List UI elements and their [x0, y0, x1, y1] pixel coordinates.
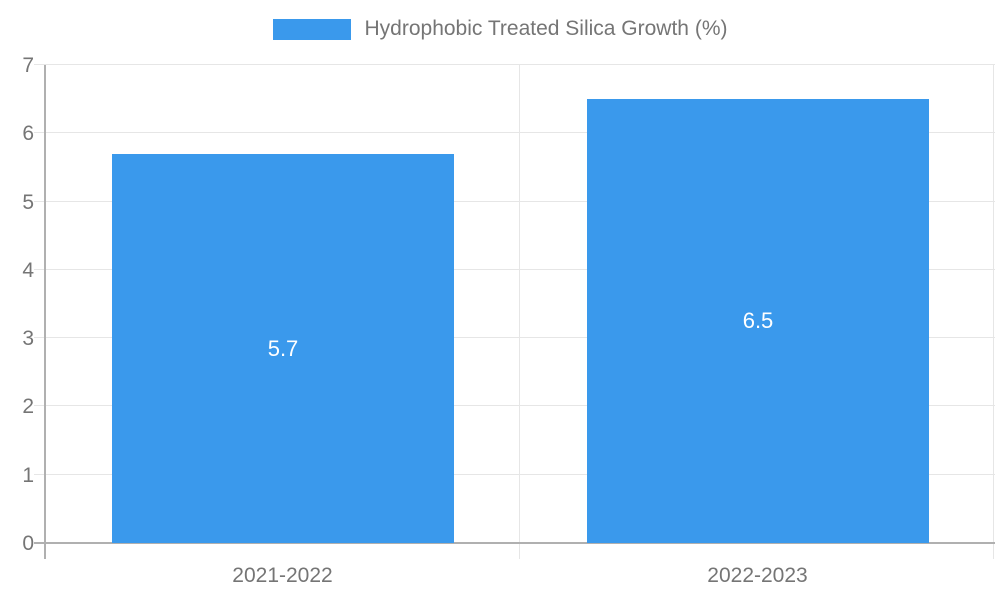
bar[interactable]: [112, 154, 454, 543]
bar[interactable]: [587, 99, 929, 543]
x-axis-category-label: 2021-2022: [232, 564, 333, 587]
legend: Hydrophobic Treated Silica Growth (%): [0, 17, 1000, 41]
y-axis-tick-label: 3: [22, 327, 34, 350]
y-gridline: [45, 474, 995, 475]
x-axis-category-label: 2022-2023: [707, 564, 808, 587]
x-tick: [519, 543, 520, 559]
bar-value-label: 6.5: [742, 308, 774, 333]
plot-right-edge-line: [993, 65, 994, 559]
legend-swatch-icon: [272, 18, 351, 40]
category-divider-gridline: [519, 65, 520, 543]
bar-value-label: 5.7: [267, 336, 299, 361]
y-axis-tick-label: 7: [22, 54, 34, 77]
y-tick: [34, 269, 45, 270]
legend-label: Hydrophobic Treated Silica Growth (%): [364, 17, 728, 40]
y-axis-tick-label: 4: [22, 259, 34, 282]
y-gridline: [45, 201, 995, 202]
y-tick: [34, 405, 45, 406]
y-tick: [34, 337, 45, 338]
y-tick: [34, 132, 45, 133]
y-gridline: [45, 337, 995, 338]
y-axis-line: [44, 65, 46, 559]
y-axis-tick-label: 6: [22, 122, 34, 145]
y-gridline: [45, 132, 995, 133]
y-axis-tick-label: 1: [22, 464, 34, 487]
y-axis-tick-label: 0: [22, 532, 34, 555]
y-axis-tick-label: 5: [22, 191, 34, 214]
x-axis-baseline: [34, 542, 995, 544]
y-tick: [34, 64, 45, 65]
y-tick: [34, 201, 45, 202]
y-gridline: [45, 405, 995, 406]
y-gridline: [45, 269, 995, 270]
y-axis-tick-label: 2: [22, 395, 34, 418]
y-gridline: [45, 64, 995, 65]
y-tick: [34, 474, 45, 475]
